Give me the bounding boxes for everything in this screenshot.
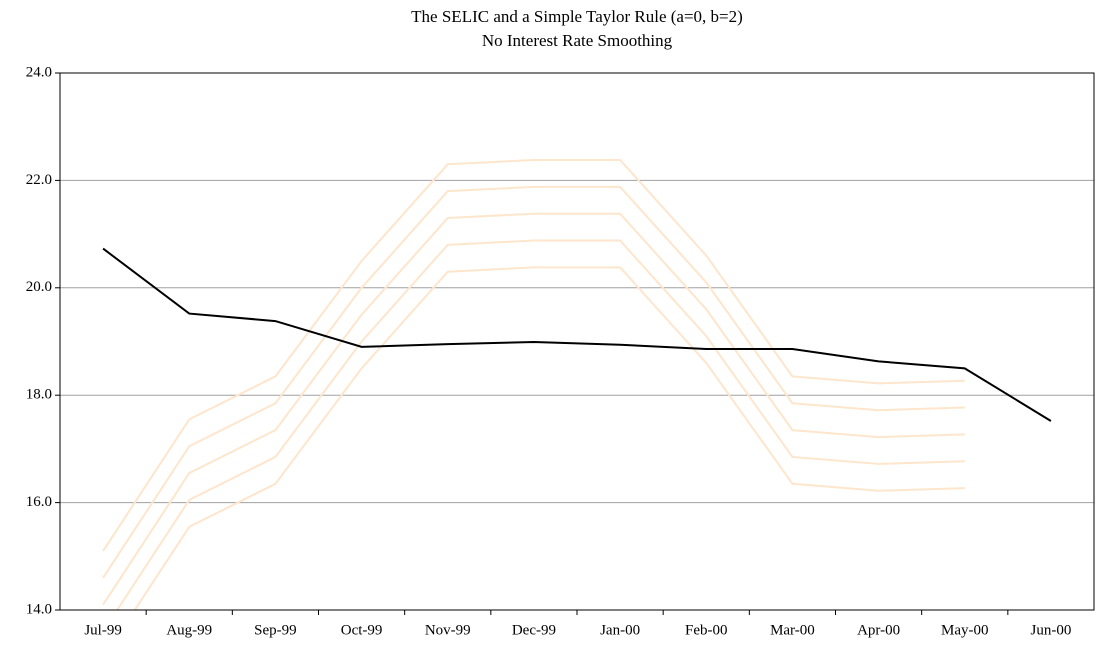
x-tick-label: Mar-00 — [770, 622, 815, 638]
axes: 14.0 16.0 18.0 20.0 22.0 24.0 Jul-99 Aug-99 Sep-… — [26, 64, 1095, 638]
x-tick-label: Apr-00 — [857, 622, 900, 638]
y-tick-label: 14.0 — [26, 601, 52, 617]
x-tick-label: Jun-00 — [1030, 622, 1071, 638]
data-line — [133, 266, 965, 610]
y-tick-label: 22.0 — [26, 172, 52, 188]
x-tick-label: Feb-00 — [685, 622, 728, 638]
data-line — [102, 247, 1052, 422]
data-line — [102, 212, 965, 606]
data-line — [115, 239, 965, 610]
y-tick-label: 24.0 — [26, 64, 52, 80]
y-tick-label: 18.0 — [26, 387, 52, 403]
x-tick-label: May-00 — [941, 622, 989, 638]
x-tick-label: Aug-99 — [166, 622, 212, 638]
x-tick-label: Sep-99 — [254, 622, 297, 638]
chart-subtitle: No Interest Rate Smoothing — [482, 31, 673, 50]
x-tick-label: Oct-99 — [341, 622, 383, 638]
x-tick-label: Jul-99 — [84, 622, 122, 638]
x-tick-label: Nov-99 — [425, 622, 471, 638]
grid — [60, 72, 1094, 611]
x-tick-label: Jan-00 — [600, 622, 640, 638]
plot-frame — [59, 72, 1095, 611]
data-line — [102, 158, 965, 552]
chart-title: The SELIC and a Simple Taylor Rule (a=0,… — [411, 7, 743, 26]
y-tick-label: 16.0 — [26, 494, 52, 510]
data-line — [102, 185, 965, 579]
x-tick-label: Dec-99 — [512, 622, 556, 638]
plot-lines — [102, 158, 1052, 610]
y-tick-label: 20.0 — [26, 279, 52, 295]
